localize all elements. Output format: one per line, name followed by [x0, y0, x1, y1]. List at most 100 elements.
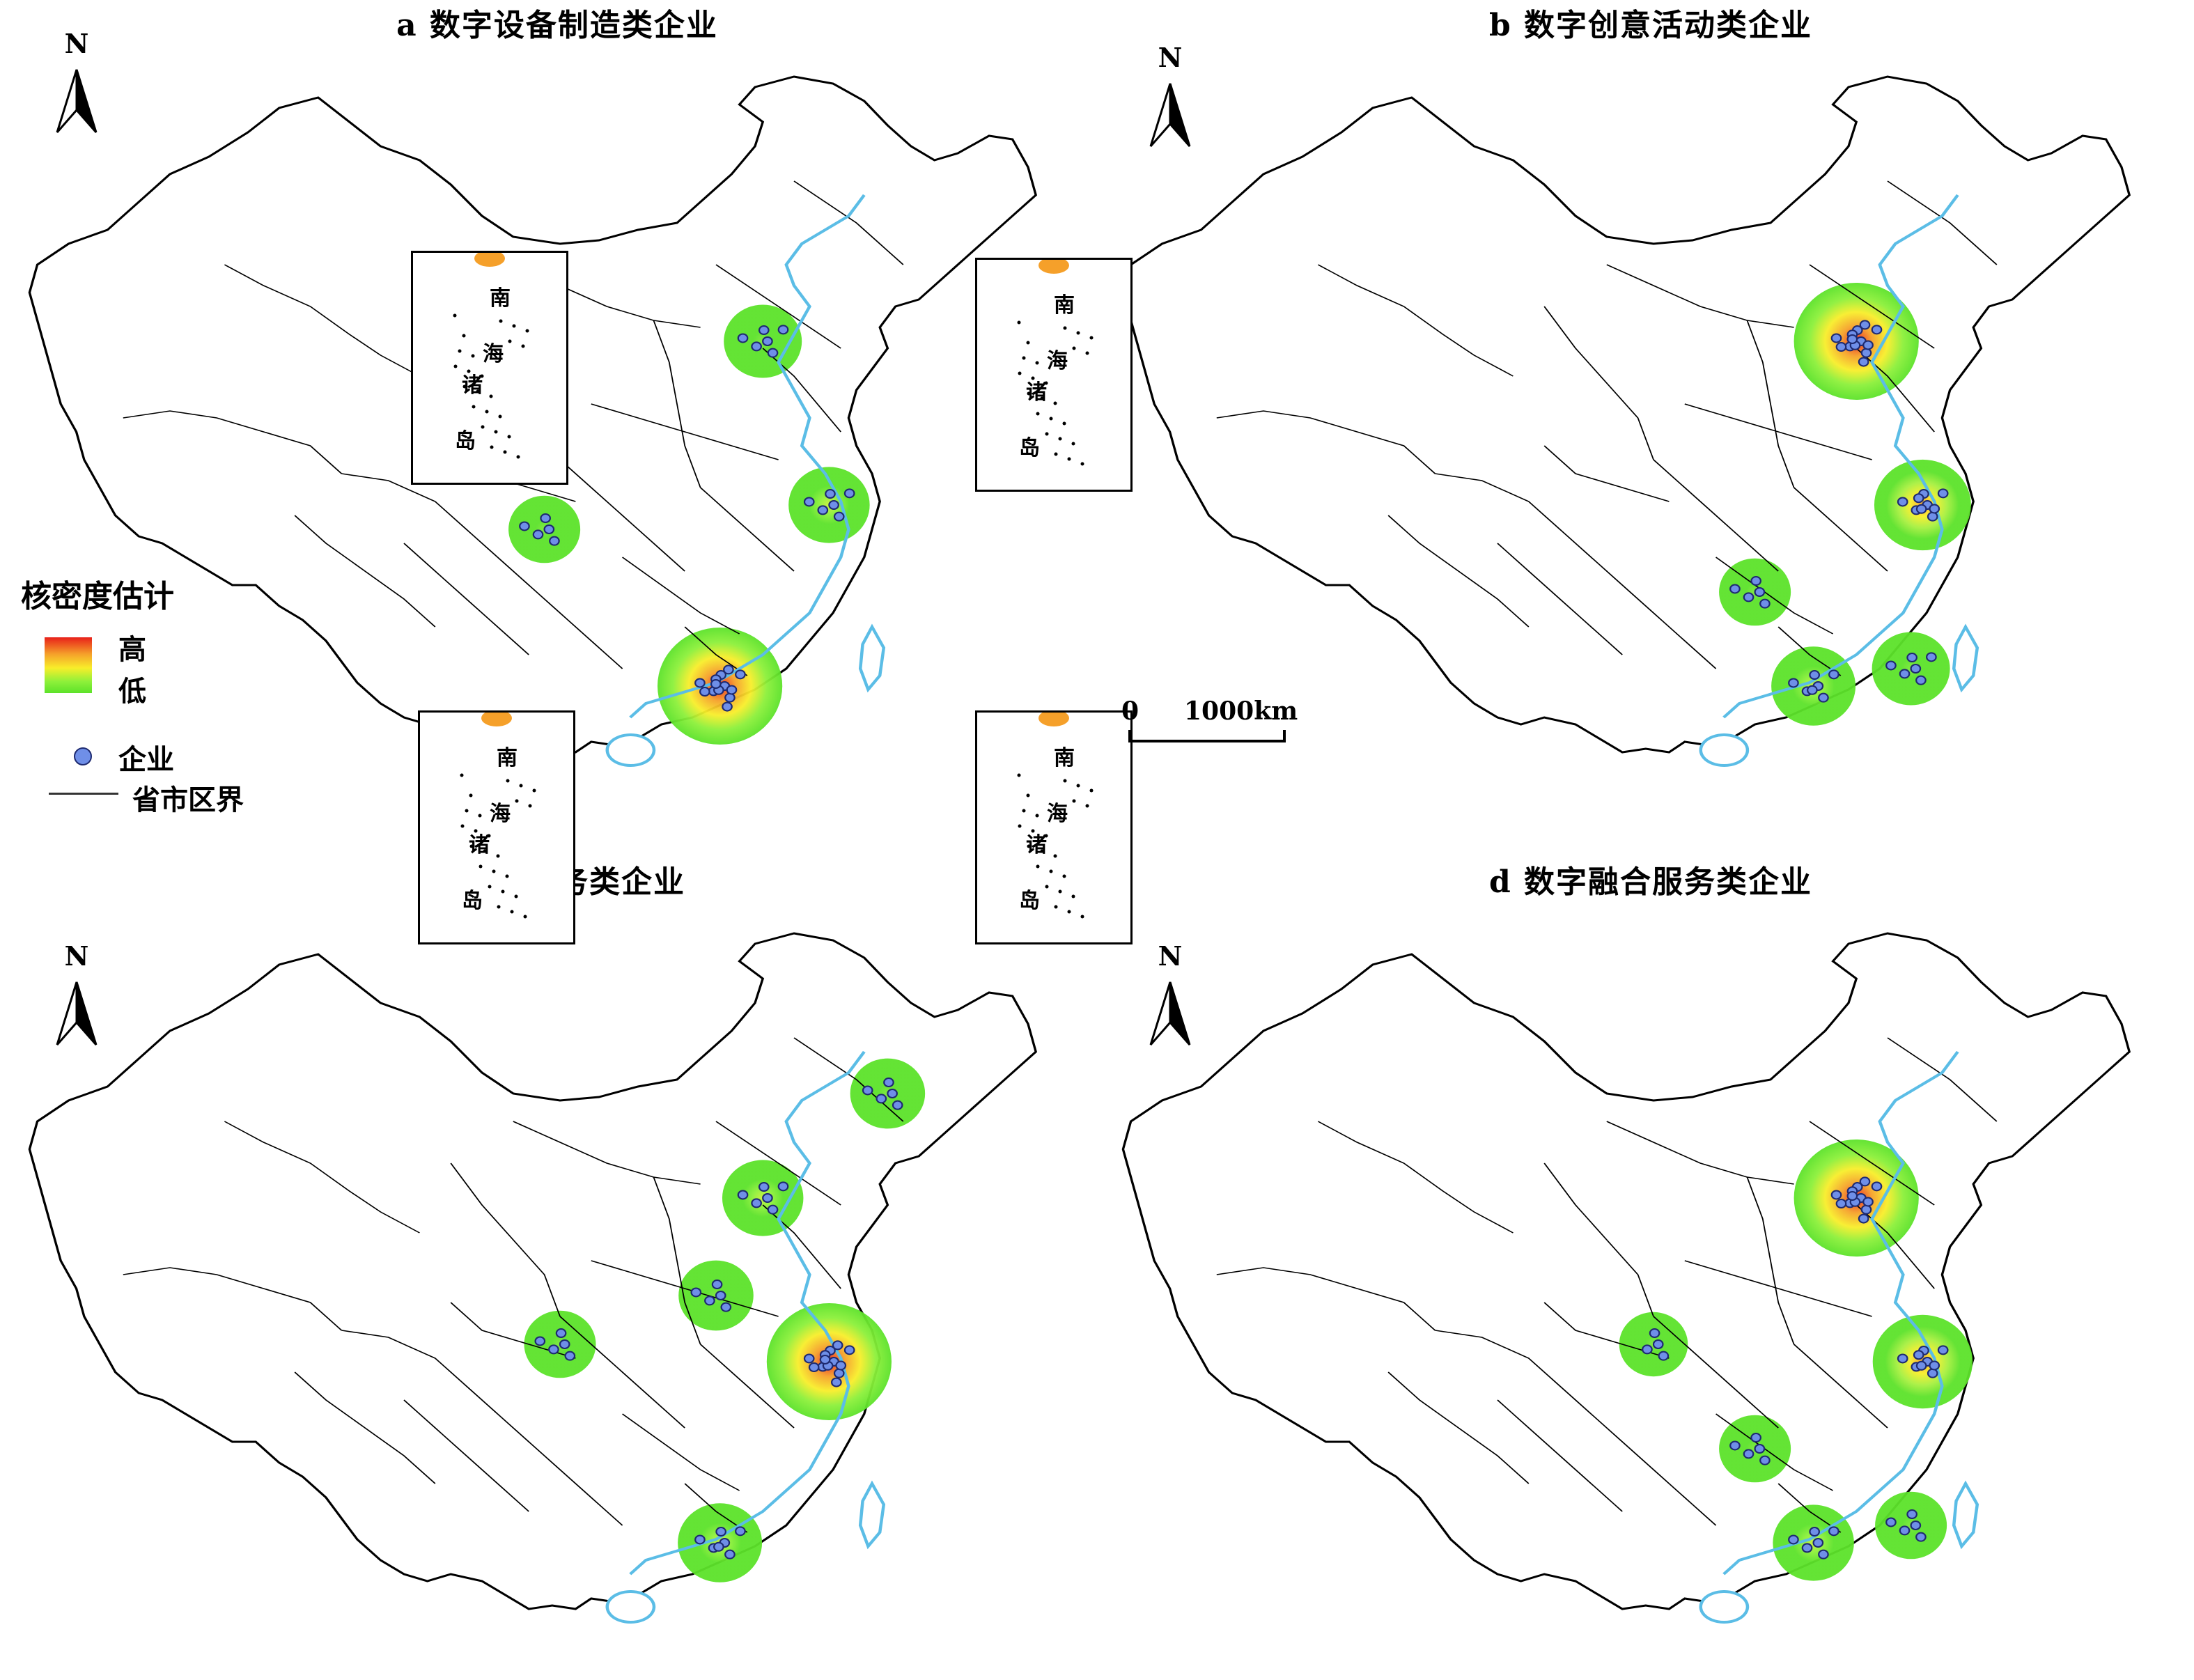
country-outline [1121, 932, 2131, 1610]
enterprise-dot [543, 524, 555, 534]
inset-label: 岛 [462, 889, 483, 913]
legend-high-label: 高 [118, 633, 146, 666]
province-boundary [591, 403, 779, 460]
province-boundary [653, 320, 701, 488]
inset-label: 海 [1047, 349, 1068, 373]
enterprise-dot [1871, 325, 1883, 335]
enterprise-dot [1729, 584, 1741, 594]
enterprise-dot [1642, 1344, 1653, 1355]
north-label: N [64, 28, 89, 59]
enterprise-dot [1788, 1534, 1799, 1545]
province-boundary [1216, 410, 1436, 474]
enterprise-dot [1759, 1455, 1771, 1465]
province-boundary [1793, 487, 1888, 572]
enterprise-dot [819, 1355, 831, 1364]
enterprise-dot [1915, 504, 1927, 514]
taiwan-island [858, 623, 886, 693]
map-panel-b: b 数字创意活动类企业 N 南海诸岛 [975, 0, 2194, 822]
province-boundary [1387, 515, 1530, 628]
province-boundary [1809, 1121, 1935, 1206]
enterprise-dot [1743, 1449, 1755, 1459]
enterprise-dot [1885, 1517, 1897, 1527]
enterprise-dot [1910, 1520, 1922, 1530]
province-boundary [1793, 1344, 1888, 1429]
enterprise-dot [699, 687, 710, 697]
enterprise-dot [694, 1534, 706, 1545]
north-arrow-icon [56, 69, 98, 133]
province-boundary [1746, 1176, 1795, 1345]
province-boundary [1715, 557, 1834, 635]
enterprise-dot [713, 1541, 724, 1552]
enterprise-dot [710, 679, 722, 689]
enterprise-dot [777, 325, 789, 335]
enterprise-dot [831, 1377, 842, 1387]
province-boundary [123, 1267, 343, 1331]
province-boundary [1435, 1330, 1592, 1415]
enterprise-dot [540, 513, 552, 524]
province-boundary [1497, 1399, 1623, 1512]
islands-icon [1017, 257, 1094, 466]
panel-title: b 数字创意活动类企业 [1488, 8, 1813, 43]
province-boundary [1606, 1121, 1794, 1185]
enterprise-dot [1846, 1191, 1858, 1201]
enterprise-dot [825, 489, 836, 499]
north-arrow: N [1142, 940, 1198, 1052]
inset-label: 岛 [1019, 889, 1040, 913]
province-boundary [1590, 1413, 1717, 1526]
province-boundary [1653, 1316, 1779, 1429]
enterprise-dot [1835, 1199, 1847, 1209]
enterprise-dot [694, 678, 706, 688]
enterprise-dot [1858, 357, 1869, 367]
province-boundary [622, 557, 740, 635]
china-map [1121, 932, 2131, 1624]
province-boundary [1887, 180, 1998, 265]
enterprise-dot [1788, 678, 1799, 688]
taiwan-island [858, 1480, 886, 1550]
enterprise-dot [1729, 1440, 1741, 1451]
inset-label: 诸 [1026, 833, 1047, 857]
province-boundary [1543, 306, 1654, 460]
province-boundary [294, 515, 436, 628]
china-map [28, 932, 1038, 1624]
enterprise-dot [1927, 1368, 1938, 1378]
enterprise-dot [803, 497, 815, 507]
legend-title: 核密度估计 [21, 579, 174, 614]
province-boundary [123, 410, 343, 474]
south-china-sea-inset: 南海诸岛 [975, 257, 1133, 492]
enterprise-dot [808, 1362, 820, 1373]
enterprise-dot [534, 1336, 546, 1346]
legend-low-label: 低 [118, 675, 146, 708]
province-boundary [715, 1121, 841, 1206]
enterprise-dot [1862, 340, 1874, 350]
province-boundary [653, 1176, 701, 1345]
enterprise-dot [1885, 660, 1897, 671]
enterprise-dot [549, 536, 560, 546]
enterprise-dot [711, 1280, 723, 1290]
enterprise-dot [1929, 504, 1940, 514]
coastline [1722, 194, 1959, 719]
enterprise-dot [555, 1328, 567, 1339]
province-boundary [403, 1399, 529, 1512]
province-boundary [513, 1121, 701, 1185]
inset-label: 海 [490, 802, 511, 826]
province-boundary [591, 1260, 779, 1317]
province-boundary [1317, 1121, 1514, 1234]
province-boundary [341, 1330, 499, 1415]
enterprise-dot [1846, 334, 1858, 344]
inset-label: 海 [1047, 802, 1068, 826]
enterprise-dot [1897, 497, 1908, 507]
province-boundary [224, 264, 420, 377]
enterprise-dot [723, 664, 734, 675]
enterprise-dot [1807, 685, 1818, 695]
enterprise-dot [1809, 670, 1821, 680]
enterprise-dot [1818, 692, 1829, 703]
enterprise-dot [559, 1339, 570, 1349]
inset-label: 诸 [1026, 380, 1047, 405]
enterprise-dot [1830, 333, 1842, 343]
taiwan-island [1952, 1480, 1979, 1550]
north-arrow-icon [56, 981, 98, 1045]
enterprise-dot [1858, 1213, 1869, 1224]
enterprise-dot [832, 1340, 843, 1351]
enterprise-dot [1906, 1509, 1918, 1520]
